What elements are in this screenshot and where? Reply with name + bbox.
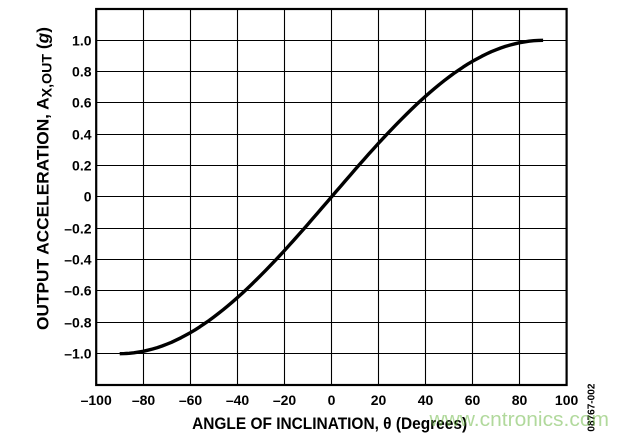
svg-text:–100: –100	[81, 392, 112, 408]
svg-text:OUTPUT ACCELERATION, AX,OUT (g: OUTPUT ACCELERATION, AX,OUT (g)	[33, 27, 54, 330]
svg-text:–0.2: –0.2	[64, 221, 91, 237]
svg-text:08767-002: 08767-002	[587, 383, 598, 431]
svg-text:0.6: 0.6	[72, 95, 92, 111]
svg-text:0: 0	[84, 189, 92, 205]
svg-text:0.8: 0.8	[72, 64, 92, 80]
svg-text:–0.4: –0.4	[64, 252, 91, 268]
svg-text:80: 80	[512, 392, 528, 408]
svg-text:0.4: 0.4	[72, 127, 92, 143]
svg-text:40: 40	[418, 392, 434, 408]
svg-text:–0.8: –0.8	[64, 315, 91, 331]
svg-text:0.2: 0.2	[72, 158, 92, 174]
svg-text:–80: –80	[132, 392, 156, 408]
svg-text:ANGLE OF INCLINATION, θ (Degre: ANGLE OF INCLINATION, θ (Degrees)	[192, 414, 467, 433]
svg-text:–40: –40	[226, 392, 250, 408]
svg-text:100: 100	[555, 392, 579, 408]
svg-text:–20: –20	[273, 392, 297, 408]
svg-text:www.cntronics.com: www.cntronics.com	[428, 409, 609, 431]
svg-text:20: 20	[371, 392, 387, 408]
svg-text:1.0: 1.0	[72, 33, 92, 49]
svg-text:–1.0: –1.0	[64, 346, 91, 362]
svg-text:–60: –60	[179, 392, 203, 408]
svg-text:–0.6: –0.6	[64, 283, 91, 299]
svg-text:60: 60	[465, 392, 481, 408]
svg-text:0: 0	[328, 392, 336, 408]
